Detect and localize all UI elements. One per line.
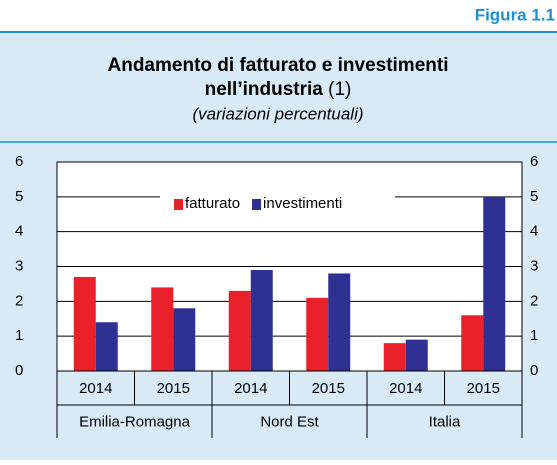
subtitle: (variazioni percentuali): [192, 104, 363, 123]
x-tick-label: 2014: [79, 380, 112, 397]
y2-tick-label: 2: [530, 292, 538, 309]
x-tick-label: 2015: [157, 380, 190, 397]
y-tick-label: 1: [15, 327, 23, 344]
bar: [461, 315, 484, 371]
legend-box: [160, 191, 395, 217]
bar: [73, 276, 96, 371]
group-label: Nord Est: [260, 413, 319, 430]
y2-tick-label: 5: [530, 188, 538, 205]
bar: [173, 308, 196, 371]
chart-title: Andamento di fatturato e investimenti: [108, 55, 449, 76]
chart-title: nell’industria (1): [205, 79, 352, 100]
title-note: (1): [328, 79, 351, 100]
group-label: Italia: [429, 413, 461, 430]
x-tick-label: 2015: [467, 380, 500, 397]
bar: [383, 343, 406, 371]
y-tick-label: 2: [15, 292, 23, 309]
legend-label: fatturato: [185, 195, 240, 212]
y-tick-label: 0: [15, 362, 23, 379]
y-tick-label: 5: [15, 188, 23, 205]
y-tick-label: 3: [15, 257, 23, 274]
y2-tick-label: 1: [530, 327, 538, 344]
figure-label: Figura 1.1: [475, 5, 555, 24]
bar: [405, 339, 428, 371]
legend-swatch: [174, 199, 183, 210]
legend-swatch: [252, 199, 262, 210]
bar: [306, 297, 329, 371]
x-tick-label: 2014: [389, 380, 422, 397]
y2-tick-label: 0: [530, 362, 538, 379]
legend-label: investimenti: [263, 195, 342, 212]
bar: [250, 269, 273, 371]
y-tick-label: 4: [15, 223, 23, 240]
y2-tick-label: 6: [530, 153, 538, 170]
bar: [95, 322, 118, 371]
y2-tick-label: 4: [530, 223, 538, 240]
group-label: Emilia-Romagna: [79, 413, 191, 430]
bar: [151, 287, 174, 371]
x-tick-label: 2014: [234, 380, 267, 397]
bar: [483, 196, 506, 371]
y2-tick-label: 3: [530, 257, 538, 274]
bar: [228, 290, 251, 371]
bar: [328, 273, 351, 371]
x-tick-label: 2015: [312, 380, 345, 397]
chart-title: nell’industria: [205, 79, 324, 100]
y-tick-label: 6: [15, 153, 23, 170]
